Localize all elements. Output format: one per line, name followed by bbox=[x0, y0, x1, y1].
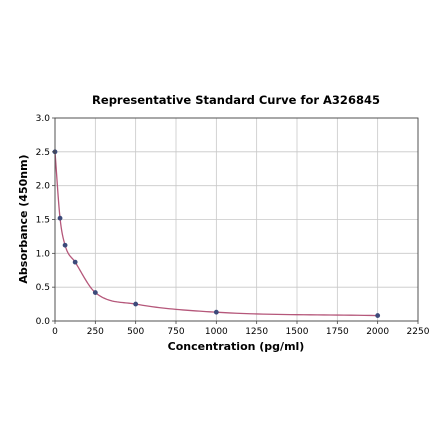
x-tick-label: 500 bbox=[127, 327, 144, 337]
x-axis-ticks: 0 250 500 750 1000 1250 1500 1750 2000 2250 bbox=[52, 321, 430, 337]
y-tick-label: 2.5 bbox=[36, 148, 50, 158]
grid-lines bbox=[54, 117, 419, 322]
y-axis-ticks: 0.0 0.5 1.0 1.5 2.0 2.5 3.0 bbox=[36, 114, 55, 327]
x-axis-label: Concentration (pg/ml) bbox=[168, 340, 305, 353]
x-tick-label: 1500 bbox=[286, 327, 309, 337]
x-tick-label: 1250 bbox=[245, 327, 268, 337]
data-point bbox=[57, 215, 63, 221]
y-tick-label: 0.5 bbox=[36, 283, 50, 293]
x-tick-label: 0 bbox=[52, 327, 58, 337]
data-point bbox=[62, 242, 68, 248]
y-axis-label: Absorbance (450nm) bbox=[17, 154, 30, 283]
x-tick-label: 1750 bbox=[326, 327, 349, 337]
x-tick-label: 750 bbox=[167, 327, 184, 337]
y-tick-label: 1.0 bbox=[36, 249, 51, 259]
y-tick-label: 3.0 bbox=[36, 114, 51, 124]
data-point bbox=[72, 259, 78, 265]
data-point bbox=[375, 313, 381, 318]
data-point bbox=[133, 301, 139, 307]
chart-title: Representative Standard Curve for A32684… bbox=[92, 93, 380, 107]
fitted-curve bbox=[54, 151, 378, 317]
data-point bbox=[213, 309, 219, 315]
y-tick-label: 1.5 bbox=[36, 216, 50, 226]
x-tick-label: 250 bbox=[87, 327, 104, 337]
y-tick-label: 0.0 bbox=[36, 317, 51, 327]
x-tick-label: 2250 bbox=[407, 327, 430, 337]
y-tick-label: 2.0 bbox=[36, 182, 51, 192]
data-point bbox=[92, 290, 98, 295]
x-tick-label: 1000 bbox=[205, 327, 228, 337]
x-tick-label: 2000 bbox=[366, 327, 389, 337]
